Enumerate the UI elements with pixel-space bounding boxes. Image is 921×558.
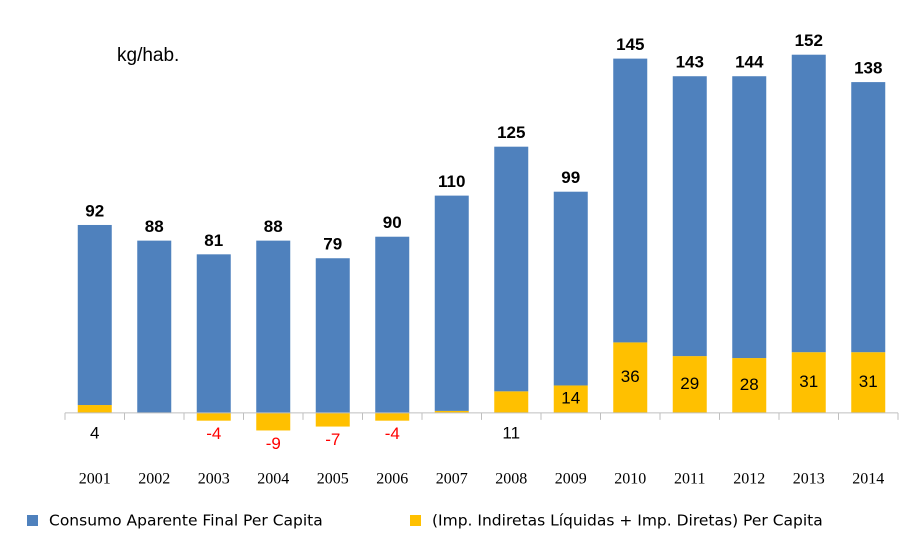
x-tick-label: 2003 [198, 471, 230, 488]
value-label: 14 [561, 389, 580, 408]
bar [791, 54, 826, 353]
value-label: -4 [385, 424, 400, 443]
bar [732, 358, 767, 413]
bar [315, 258, 350, 413]
x-tick-label: 2006 [376, 471, 408, 488]
value-label: 88 [145, 217, 164, 236]
bar [434, 410, 469, 413]
bar [553, 191, 588, 386]
bar [494, 391, 529, 413]
legend-label: Consumo Aparente Final Per Capita [49, 512, 323, 530]
bar [494, 146, 529, 392]
bar [613, 58, 648, 343]
value-label: 152 [795, 31, 823, 50]
x-tick-label: 2013 [793, 471, 825, 488]
value-label: 29 [680, 374, 699, 393]
bar [375, 236, 410, 413]
x-tick-label: 2007 [436, 471, 468, 488]
value-label: 4 [90, 423, 99, 442]
value-label: 79 [323, 235, 342, 254]
x-tick-label: 2009 [555, 471, 587, 488]
legend-label: (Imp. Indiretas Líquidas + Imp. Diretas)… [432, 512, 823, 530]
value-label: 31 [799, 372, 818, 391]
x-tick-label: 2008 [495, 471, 527, 488]
bar [196, 254, 231, 413]
x-tick-label: 2002 [138, 471, 170, 488]
x-tick-label: 2012 [733, 471, 765, 488]
x-tick-label: 2004 [257, 471, 289, 488]
value-label: 11 [502, 423, 520, 442]
value-label: 110 [438, 172, 465, 191]
value-label: 138 [854, 59, 882, 78]
value-label: -9 [266, 434, 281, 453]
bar [137, 240, 172, 413]
bar [791, 352, 826, 413]
bar [732, 76, 767, 359]
value-label: 145 [616, 35, 644, 54]
value-label: 90 [383, 213, 402, 232]
value-label: 81 [204, 231, 223, 250]
value-label: 99 [561, 168, 580, 187]
value-label: 125 [497, 123, 525, 142]
legend-swatch [27, 515, 38, 526]
bar [613, 342, 648, 413]
bar [672, 356, 707, 413]
value-label: -4 [206, 424, 221, 443]
bar [77, 405, 112, 413]
value-label: 92 [85, 201, 104, 220]
bar [256, 412, 291, 431]
x-tick-label: 2010 [614, 471, 646, 488]
value-label: 28 [740, 375, 759, 394]
value-label: 36 [621, 367, 640, 386]
x-tick-label: 2005 [317, 471, 349, 488]
bar [196, 412, 231, 421]
bar [77, 224, 112, 406]
bar [375, 412, 410, 421]
value-label: -7 [325, 430, 340, 449]
value-label: 144 [735, 53, 764, 72]
bar [851, 82, 886, 353]
x-tick-label: 2011 [674, 471, 705, 488]
x-tick-label: 2001 [79, 471, 111, 488]
bar [315, 412, 350, 427]
bar [434, 195, 469, 411]
value-label: 31 [859, 372, 878, 391]
legend-swatch [410, 515, 421, 526]
bar [256, 240, 291, 413]
bar [851, 352, 886, 413]
bar [672, 76, 707, 357]
bar [553, 385, 588, 413]
value-label: 143 [676, 53, 704, 72]
value-label: 88 [264, 217, 283, 236]
x-tick-label: 2014 [852, 471, 884, 488]
unit-label: kg/hab. [117, 45, 179, 66]
